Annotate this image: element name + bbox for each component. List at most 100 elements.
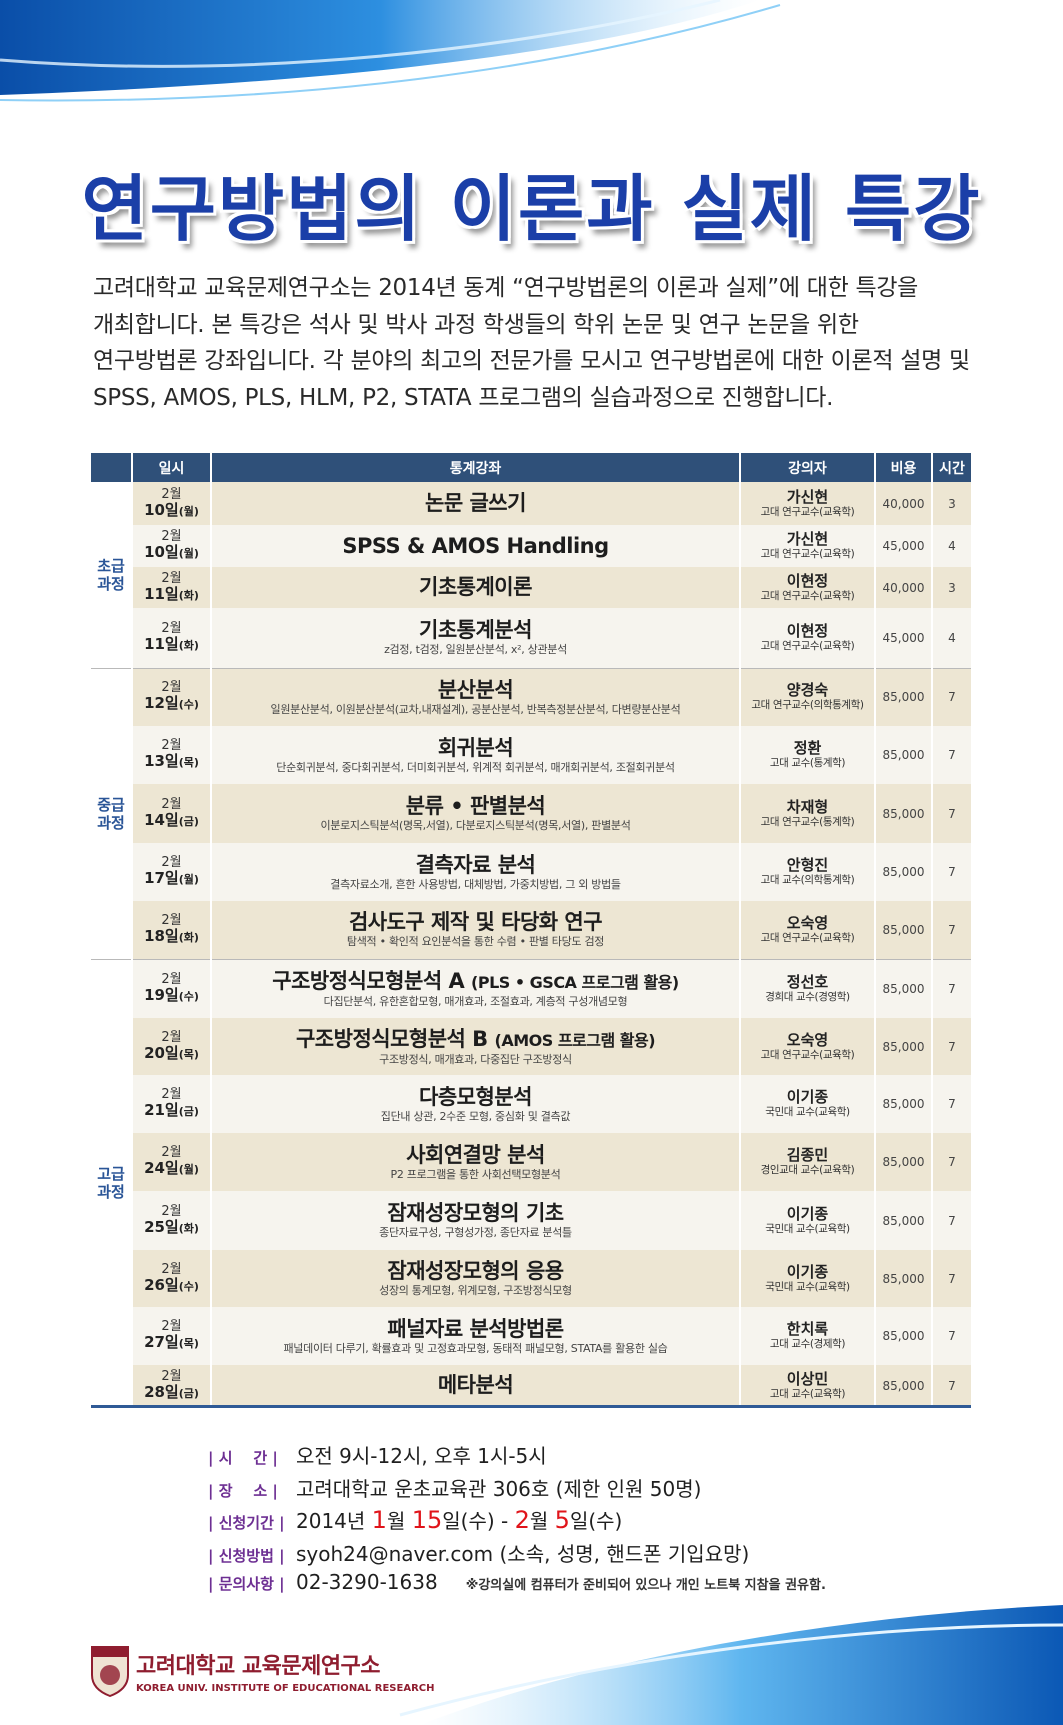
lecturer-cell: 차재형 고대 연구교수(통계학) bbox=[739, 784, 875, 843]
date-cell: 2월 11일(화) bbox=[131, 567, 211, 608]
course-title: 잠재성장모형의 응용 bbox=[387, 1259, 564, 1283]
course-title: 패널자료 분석방법론 bbox=[387, 1316, 564, 1341]
course-title: 분산분석 bbox=[437, 677, 514, 702]
header-date: 일시 bbox=[131, 453, 211, 482]
header-course: 통계강좌 bbox=[210, 453, 740, 482]
notice: ※강의실에 컴퓨터가 준비되어 있으나 개인 노트북 지참을 권유함. bbox=[465, 1578, 826, 1593]
course-title: 회귀분석 bbox=[437, 735, 514, 760]
course-topics: 일원분산분석, 이원분산분석(교차,내재설계), 공분산분석, 반복측정분산분석… bbox=[270, 702, 681, 716]
page-title: 연구방법의 이론과 실제 특강 bbox=[81, 167, 982, 251]
logo-name-ko: 고려대학교 교육문제연구소 bbox=[136, 1654, 381, 1679]
fee-cell: 85,000 bbox=[874, 1307, 932, 1365]
date-cell: 2월 20일(목) bbox=[131, 1018, 211, 1075]
fee-cell: 45,000 bbox=[874, 608, 932, 668]
course-topics: 결측자료소개, 흔한 사용방법, 대체방법, 가중치방법, 그 외 방법들 bbox=[330, 877, 621, 891]
fee-cell: 40,000 bbox=[874, 482, 932, 525]
fee-cell: 45,000 bbox=[874, 525, 932, 567]
intro-line: 개최합니다. 본 특강은 석사 및 박사 과정 학생들의 학위 논문 및 연구 … bbox=[93, 311, 859, 338]
fee-cell: 85,000 bbox=[874, 1133, 932, 1191]
lecturer-cell: 정환 고대 교수(통계학) bbox=[739, 726, 875, 784]
table-row: 2월 13일(목) 회귀분석 단순회귀분석, 중다회귀분석, 더미회귀분석, 위계적 … bbox=[91, 726, 971, 784]
hours-cell: 7 bbox=[931, 1133, 971, 1191]
lecturer-cell: 이기종 국민대 교수(교육학) bbox=[739, 1075, 875, 1133]
hours-cell: 4 bbox=[931, 525, 971, 567]
table-row: 2월 11일(화) 기초통계분석 z검정, t검정, 일원분산분석, x², 상관분석… bbox=[91, 608, 971, 668]
header-lecturer: 강의자 bbox=[739, 453, 875, 482]
lecturer-cell: 가신현 고대 연구교수(교육학) bbox=[739, 525, 875, 567]
header-group bbox=[91, 453, 132, 482]
course-cell: 논문 글쓰기 bbox=[210, 482, 740, 525]
fee-cell: 85,000 bbox=[874, 1191, 932, 1250]
date-cell: 2월 25일(화) bbox=[131, 1191, 211, 1250]
lecturer-cell: 오숙영 고대 연구교수(교육학) bbox=[739, 901, 875, 959]
institute-logo: 고려대학교 교육문제연구소 KOREA UNIV. INSTITUTE OF E… bbox=[90, 1645, 435, 1697]
hours-cell: 7 bbox=[931, 726, 971, 784]
lecturer-cell: 안형진 고대 교수(의학통계학) bbox=[739, 843, 875, 901]
fee-cell: 85,000 bbox=[874, 901, 932, 959]
hours-cell: 4 bbox=[931, 608, 971, 668]
lecturer-cell: 양경숙 고대 연구교수(의학통계학) bbox=[739, 667, 875, 726]
intro-line: SPSS, AMOS, PLS, HLM, P2, STATA 프로그램의 실습… bbox=[93, 384, 834, 411]
course-title: 다층모형분석 bbox=[419, 1084, 532, 1109]
lecturer-cell: 이상민 고대 교수(교육학) bbox=[739, 1365, 875, 1406]
course-cell: 잠재성장모형의 응용 성장의 통계모형, 위계모형, 구조방정식모형 bbox=[210, 1250, 740, 1307]
table-header: 일시 통계강좌 강의자 비용 시간 bbox=[91, 453, 971, 482]
course-topics: 이분로지스틱분석(명목,서열), 다분로지스틱분석(명목,서열), 판별분석 bbox=[320, 819, 631, 832]
hours-cell: 7 bbox=[931, 1365, 971, 1406]
course-cell: 사회연결망 분석 P2 프로그램을 통한 사회선택모형분석 bbox=[210, 1133, 740, 1191]
date-cell: 2월 17일(월) bbox=[131, 843, 211, 901]
course-cell: 분류 • 판별분석 이분로지스틱분석(명목,서열), 다분로지스틱분석(명목,서열… bbox=[210, 784, 740, 843]
lecturer-cell: 정선호 경희대 교수(경영학) bbox=[739, 958, 875, 1018]
hours-cell: 7 bbox=[931, 843, 971, 901]
info-contact: | 문의사항 | 02-3290-1638 ※강의실에 컴퓨터가 준비되어 있으나 … bbox=[208, 1570, 826, 1594]
table-row: 2월 17일(월) 결측자료 분석 결측자료소개, 흔한 사용방법, 대체방법, 가중… bbox=[91, 843, 971, 901]
info-period: | 신청기간 | 2014년 1월 15일(수) - 2월 5일(수) bbox=[208, 1506, 623, 1534]
course-title: 결측자료 분석 bbox=[415, 852, 536, 877]
course-topics: 성장의 통계모형, 위계모형, 구조방정식모형 bbox=[379, 1284, 572, 1297]
course-cell: 구조방정식모형분석 B (AMOS 프로그램 활용) 구조방정식, 매개효과, 다… bbox=[210, 1018, 740, 1075]
header-hours: 시간 bbox=[931, 453, 971, 482]
info-place: | 장 소 | 고려대학교 운초교육관 306호 (제한 인원 50명) bbox=[208, 1476, 702, 1501]
course-title: 사회연결망 분석 bbox=[406, 1142, 545, 1167]
table-bottom-rule bbox=[91, 1405, 971, 1408]
course-topics: 패널데이터 다루기, 확률효과 및 고정효과모형, 동태적 패널모형, STAT… bbox=[283, 1341, 668, 1355]
date-cell: 2월 10일(월) bbox=[131, 525, 211, 567]
table-row: 2월 27일(목) 패널자료 분석방법론 패널데이터 다루기, 확률효과 및 고정효과… bbox=[91, 1307, 971, 1365]
lecturer-cell: 이현정 고대 연구교수(교육학) bbox=[739, 567, 875, 608]
lecturer-cell: 이현정 고대 연구교수(교육학) bbox=[739, 608, 875, 668]
course-topics: 탐색적 • 확인적 요인분석을 통한 수렴 • 판별 타당도 검정 bbox=[346, 935, 605, 949]
hours-cell: 3 bbox=[931, 567, 971, 608]
date-cell: 2월 10일(월) bbox=[131, 482, 211, 525]
course-title: 잠재성장모형의 기초 bbox=[387, 1201, 564, 1225]
lecturer-cell: 이기종 국민대 교수(교육학) bbox=[739, 1250, 875, 1307]
table-row: 2월 28일(금) 메타분석 이상민 고대 교수(교육학) 85,000 7 bbox=[91, 1365, 971, 1406]
course-level: 고급 과정 bbox=[91, 958, 132, 1406]
course-cell: 결측자료 분석 결측자료소개, 흔한 사용방법, 대체방법, 가중치방법, 그 외… bbox=[210, 843, 740, 901]
date-cell: 2월 18일(화) bbox=[131, 901, 211, 959]
intro-paragraph: 고려대학교 교육문제연구소는 2014년 동계 “연구방법론의 이론과 실제”에… bbox=[93, 270, 973, 416]
bottom-wave-decoration bbox=[399, 1605, 1063, 1725]
course-cell: 기초통계이론 bbox=[210, 567, 740, 608]
info-method: | 신청방법 | syoh24@naver.com (소속, 성명, 핸드폰 기입… bbox=[208, 1538, 826, 1571]
course-topics: P2 프로그램을 통한 사회선택모형분석 bbox=[390, 1167, 561, 1181]
hours-cell: 7 bbox=[931, 1250, 971, 1307]
fee-cell: 85,000 bbox=[874, 958, 932, 1018]
course-title: 구조방정식모형분석 A bbox=[272, 968, 465, 993]
hours-cell: 7 bbox=[931, 667, 971, 726]
date-cell: 2월 11일(화) bbox=[131, 608, 211, 668]
course-title: 기초통계분석 bbox=[419, 618, 532, 643]
course-level: 초급 과정 bbox=[91, 482, 132, 668]
table-row: 중급 과정 2월 12일(수) 분산분석 일원분산분석, 이원분산분석(교차,내재설계),… bbox=[91, 667, 971, 959]
date-cell: 2월 27일(목) bbox=[131, 1307, 211, 1365]
hours-cell: 7 bbox=[931, 1018, 971, 1075]
hours-cell: 7 bbox=[931, 901, 971, 959]
hours-cell: 7 bbox=[931, 958, 971, 1018]
course-level: 중급 과정 bbox=[91, 667, 132, 959]
fee-cell: 85,000 bbox=[874, 667, 932, 726]
fee-cell: 85,000 bbox=[874, 726, 932, 784]
table-row: 2월 11일(화) 기초통계이론 이현정 고대 연구교수(교육학) 40,000 3 bbox=[91, 567, 971, 608]
table-row: 2월 26일(수) 잠재성장모형의 응용 성장의 통계모형, 위계모형, 구조방정식모… bbox=[91, 1250, 971, 1307]
date-cell: 2월 28일(금) bbox=[131, 1365, 211, 1406]
course-cell: 메타분석 bbox=[210, 1365, 740, 1406]
date-cell: 2월 21일(금) bbox=[131, 1075, 211, 1133]
